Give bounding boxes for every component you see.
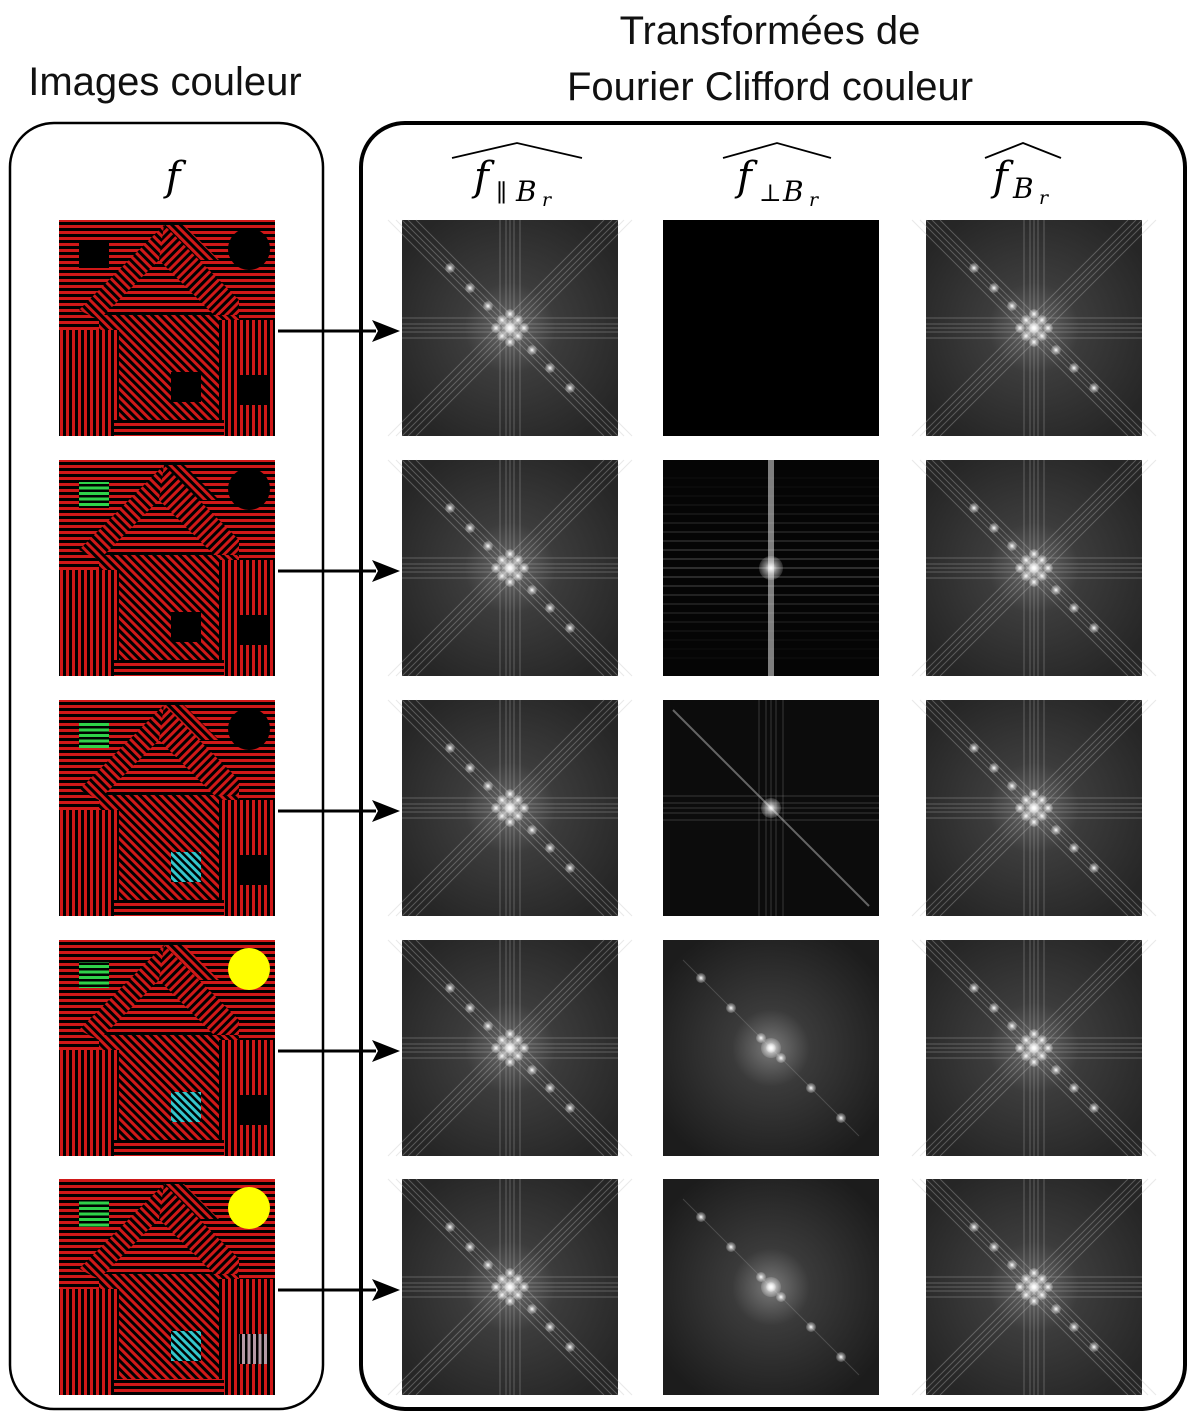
svg-text:B: B	[515, 175, 537, 208]
spectrum-perpendicular	[663, 700, 879, 916]
spectrum-full	[911, 219, 1157, 437]
heading-images-couleur: Images couleur	[28, 60, 301, 104]
arrow	[278, 1279, 400, 1301]
house-image	[59, 700, 275, 916]
svg-text:f: f	[990, 154, 1014, 200]
row-5	[59, 1178, 1157, 1396]
spectrum-full	[911, 939, 1157, 1157]
column-label-f-perp-br: f ⊥ B r	[722, 142, 832, 211]
row-3	[59, 699, 1157, 917]
svg-text:B: B	[1012, 172, 1034, 205]
svg-text:⊥: ⊥	[759, 179, 782, 207]
spectrum-perpendicular	[663, 220, 879, 436]
spectrum-parallel	[387, 459, 633, 677]
arrow	[278, 800, 400, 822]
spectrum-perpendicular	[663, 1179, 879, 1395]
spectrum-perpendicular	[663, 940, 879, 1156]
spectrum-parallel	[387, 939, 633, 1157]
spectrum-parallel	[387, 1178, 633, 1396]
input-images-panel	[8, 121, 325, 1411]
spectrum-parallel	[387, 699, 633, 917]
heading-transformees-line1: Transformées de	[620, 9, 921, 53]
row-1	[59, 219, 1157, 437]
spectrum-full	[911, 1178, 1157, 1396]
column-label-f: f	[163, 154, 187, 200]
arrow	[278, 560, 400, 582]
column-label-f-parallel-br: f ∥ B r	[451, 142, 583, 211]
svg-text:f: f	[734, 154, 758, 200]
fourier-transforms-panel	[359, 121, 1187, 1411]
arrow	[278, 320, 400, 342]
spectrum-full	[911, 699, 1157, 917]
house-image	[59, 460, 275, 676]
svg-text:f: f	[163, 154, 187, 200]
svg-text:r: r	[809, 189, 820, 211]
svg-text:B: B	[782, 175, 804, 208]
heading-transformees-line2: Fourier Clifford couleur	[567, 65, 973, 109]
column-label-f-br: f B r	[984, 142, 1062, 209]
rows	[59, 219, 1157, 1396]
svg-text:r: r	[542, 189, 553, 211]
spectrum-perpendicular	[663, 460, 879, 676]
spectrum-parallel	[387, 219, 633, 437]
svg-text:∥: ∥	[496, 179, 507, 207]
spectrum-full	[911, 459, 1157, 677]
house-image	[59, 1179, 275, 1395]
svg-text:f: f	[471, 154, 495, 200]
house-image	[59, 220, 275, 436]
row-4	[59, 939, 1157, 1157]
arrow	[278, 1040, 400, 1062]
svg-text:r: r	[1039, 187, 1050, 209]
house-image	[59, 940, 275, 1156]
row-2	[59, 459, 1157, 677]
